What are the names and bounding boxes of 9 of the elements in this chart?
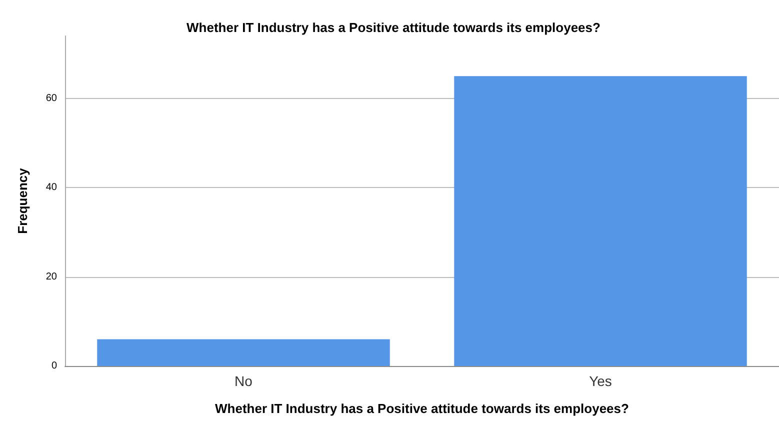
x-axis-title: Whether IT Industry has a Positive attitude towards its employees? (215, 401, 630, 416)
y-tick-label: 40 (46, 182, 58, 194)
y-tick-label: 60 (46, 92, 58, 104)
x-tick-label: Yes (589, 373, 612, 389)
y-tick-label: 20 (46, 271, 58, 282)
y-tick-label: 0 (51, 360, 58, 372)
chart-title: Whether IT Industry has a Positive attitude towards its employees? (186, 20, 601, 35)
x-tick-label: No (234, 373, 253, 389)
y-axis-title: Frequency (15, 167, 30, 234)
